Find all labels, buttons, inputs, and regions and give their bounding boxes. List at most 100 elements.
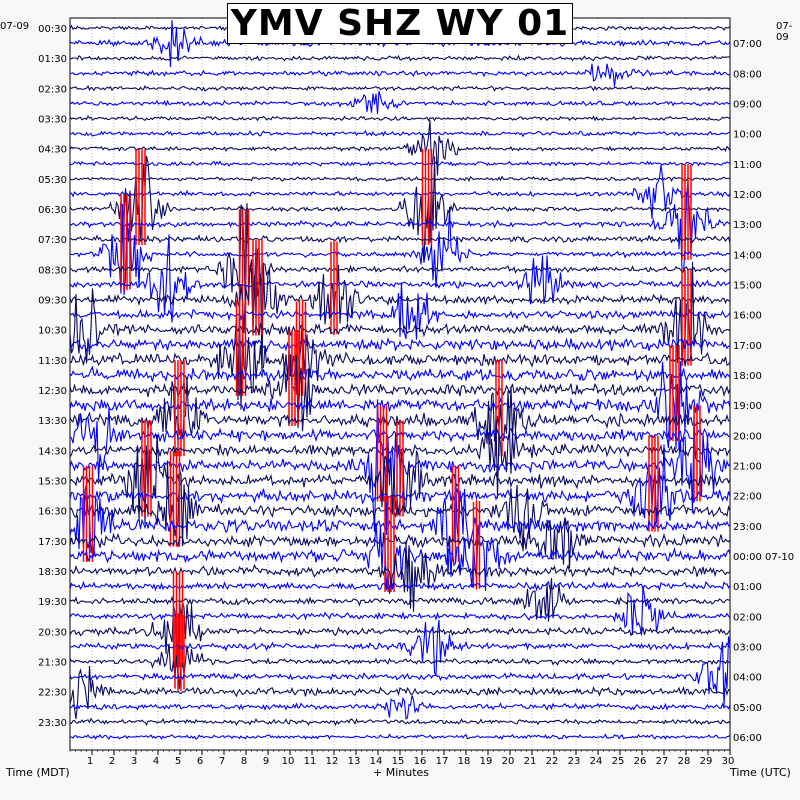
right-time-label: 13:00 (733, 220, 762, 231)
trace-row-10 (69, 175, 731, 182)
left-time-label: 19:30 (38, 597, 67, 608)
x-tick-label: 16 (414, 756, 427, 767)
left-time-label: 20:30 (38, 627, 67, 638)
left-time-label: 13:30 (38, 416, 67, 427)
right-time-label: 06:00 (733, 733, 762, 744)
left-time-label: 02:30 (38, 84, 67, 95)
trace-row-13 (69, 180, 731, 273)
chart-title: YMV SHZ WY 01 (227, 3, 573, 44)
x-caption-left: Time (MDT) (6, 766, 70, 779)
trace-row-4 (69, 84, 731, 92)
right-time-label: 08:00 (733, 69, 762, 80)
x-tick-label: 18 (458, 756, 471, 767)
x-tick-label: 17 (436, 756, 449, 767)
left-time-label: 11:30 (38, 356, 67, 367)
right-time-label: 01:00 (733, 582, 762, 593)
trace-row-14 (69, 234, 731, 244)
left-time-label: 14:30 (38, 446, 67, 457)
right-time-label: 14:00 (733, 250, 762, 261)
right-time-label: 15:00 (733, 280, 762, 291)
x-tick-label: 5 (175, 756, 181, 767)
trace-row-12 (69, 155, 731, 264)
right-time-label: 22:00 (733, 492, 762, 503)
date-left-label: 07-09 (0, 21, 30, 32)
x-tick-label: 25 (612, 756, 625, 767)
trace-row-2 (69, 54, 730, 62)
left-time-label: 05:30 (38, 175, 67, 186)
trace-row-11 (69, 164, 731, 220)
x-tick-label: 24 (590, 756, 603, 767)
right-time-label: 05:00 (733, 703, 762, 714)
x-tick-label: 23 (568, 756, 581, 767)
left-time-label: 08:30 (38, 265, 67, 276)
trace-row-22 (69, 296, 731, 410)
x-tick-label: 12 (326, 756, 339, 767)
right-time-label: 03:00 (733, 642, 762, 653)
trace-row-34 (69, 517, 731, 569)
left-time-label: 21:30 (38, 658, 67, 669)
right-time-label: 23:00 (733, 522, 762, 533)
trace-row-16 (69, 203, 731, 320)
date-right-top-label: 07-09 (776, 21, 793, 43)
x-tick-label: 6 (197, 756, 203, 767)
x-axis-ticks: 1 2 3 4 5 6 7 8 9 10 11 12 13 14 15 16 17 18 19 20 21 22 23 24 2… (69, 750, 735, 767)
left-time-label: 12:30 (38, 386, 67, 397)
right-time-label: 00:00 07-10 (733, 552, 794, 563)
x-tick-label: 8 (241, 756, 247, 767)
trace-row-43 (69, 636, 731, 707)
left-time-label: 16:30 (38, 507, 67, 518)
trace-row-19 (69, 282, 731, 340)
x-tick-label: 30 (722, 756, 735, 767)
right-time-label: 07:00 (733, 39, 762, 50)
trace-row-20 (69, 261, 731, 367)
right-time-label: 09:00 (733, 99, 762, 110)
seismic-traces (69, 20, 731, 741)
x-tick-label: 9 (263, 756, 269, 767)
trace-row-42 (69, 643, 731, 689)
x-tick-label: 26 (634, 756, 647, 767)
trace-row-47 (69, 733, 731, 741)
trace-row-25 (69, 361, 731, 449)
left-time-labels: 00:30 01:30 02:30 03:30 04:30 05:30 06:30 07:30… (38, 24, 67, 729)
right-time-label: 02:00 (733, 612, 762, 623)
trace-row-6 (69, 115, 731, 122)
left-time-label: 18:30 (38, 567, 67, 578)
x-tick-label: 27 (656, 756, 669, 767)
x-tick-label: 29 (700, 756, 713, 767)
trace-row-7 (69, 129, 731, 138)
right-time-label: 04:00 (733, 673, 762, 684)
trace-row-44 (69, 665, 731, 720)
x-tick-label: 3 (131, 756, 137, 767)
right-time-label: 17:00 (733, 341, 762, 352)
trace-row-5 (69, 90, 731, 114)
trace-row-26 (69, 377, 731, 445)
trace-row-24 (69, 354, 731, 432)
trace-row-17 (69, 234, 731, 323)
x-tick-label: 20 (502, 756, 515, 767)
right-time-label: 10:00 (733, 130, 762, 141)
right-time-label: 20:00 (733, 431, 762, 442)
right-time-label: 19:00 (733, 401, 762, 412)
x-tick-label: 13 (348, 756, 361, 767)
left-time-label: 03:30 (38, 115, 67, 126)
right-time-label: 21:00 (733, 461, 762, 472)
x-tick-label: 15 (392, 756, 405, 767)
x-tick-label: 19 (480, 756, 493, 767)
x-tick-label: 28 (678, 756, 691, 767)
left-time-label: 23:30 (38, 718, 67, 729)
right-time-labels: 07:00 08:00 09:00 10:00 11:00 12:00 13:00 14:00… (733, 39, 794, 744)
trace-row-9 (69, 160, 731, 168)
x-tick-label: 4 (153, 756, 159, 767)
left-time-label: 04:30 (38, 145, 67, 156)
x-tick-label: 10 (282, 756, 295, 767)
right-time-label: 11:00 (733, 160, 762, 171)
trace-row-23 (69, 365, 731, 384)
trace-row-15 (69, 204, 731, 296)
left-time-label: 17:30 (38, 537, 67, 548)
x-caption-right: Time (UTC) (730, 766, 791, 779)
right-time-label: 16:00 (733, 311, 762, 322)
trace-row-33 (69, 466, 731, 578)
x-tick-label: 22 (546, 756, 559, 767)
x-tick-label: 14 (370, 756, 383, 767)
trace-row-46 (69, 717, 731, 727)
